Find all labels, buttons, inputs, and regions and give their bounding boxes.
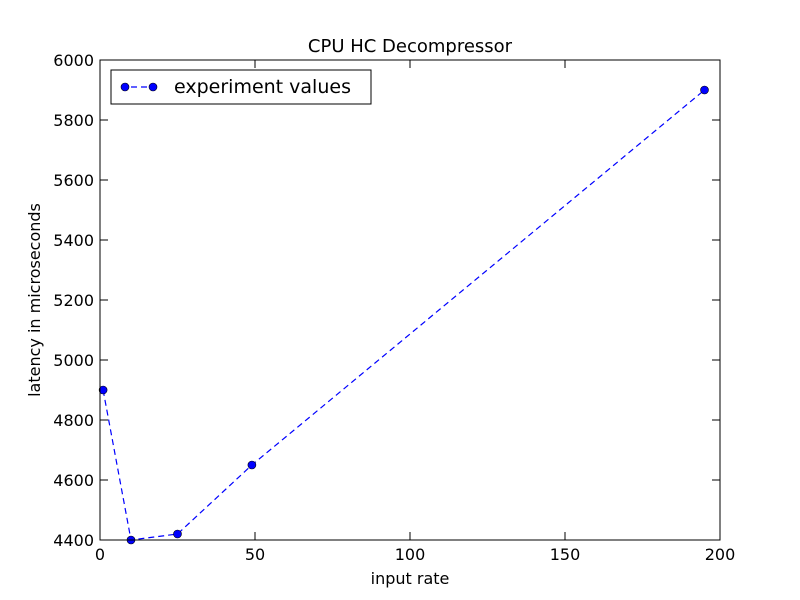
data-point [247,460,257,470]
x-tick-label: 100 [395,545,426,564]
y-tick-label: 5800 [53,111,94,130]
legend-marker [148,82,158,92]
x-axis-label: input rate [371,569,450,588]
data-point [700,85,709,95]
y-tick-label: 4800 [53,411,94,430]
y-axis-label: latency in microseconds [25,203,44,397]
data-point [173,529,182,539]
y-tick-label: 5200 [53,291,94,310]
y-tick-label: 5600 [53,171,94,190]
data-point [98,385,108,395]
chart-title: CPU HC Decompressor [308,36,513,57]
y-tick-label: 4400 [53,531,94,550]
series-line [102,89,705,541]
legend-marker [120,82,130,92]
series-layer [98,85,709,545]
y-tick-label: 4600 [53,471,94,490]
x-tick-label: 50 [245,545,265,564]
x-tick-label: 200 [705,545,736,564]
x-tick-label: 0 [95,545,105,564]
legend: experiment values [110,69,372,105]
x-tick-label: 150 [550,545,581,564]
tick-layer: 0 50 100 150 200 4400 4600 4800 5000 5200 5400 5600… [53,51,735,564]
y-tick-label: 6000 [53,51,94,70]
y-tick-label: 5400 [53,231,94,250]
legend-label: experiment values [174,76,351,98]
y-tick-label: 5000 [53,351,94,370]
plot-frame [99,59,721,541]
